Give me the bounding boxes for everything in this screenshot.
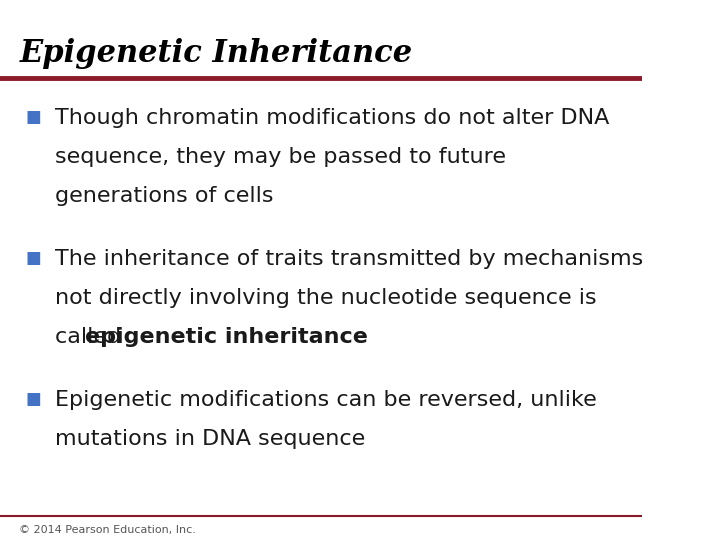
Text: ■: ■: [26, 249, 42, 267]
Text: ■: ■: [26, 108, 42, 126]
Text: not directly involving the nucleotide sequence is: not directly involving the nucleotide se…: [55, 288, 596, 308]
Text: sequence, they may be passed to future: sequence, they may be passed to future: [55, 147, 505, 167]
Text: ■: ■: [26, 390, 42, 408]
Text: Epigenetic Inheritance: Epigenetic Inheritance: [19, 38, 413, 69]
Text: © 2014 Pearson Education, Inc.: © 2014 Pearson Education, Inc.: [19, 524, 196, 535]
Text: Though chromatin modifications do not alter DNA: Though chromatin modifications do not al…: [55, 108, 609, 128]
Text: mutations in DNA sequence: mutations in DNA sequence: [55, 429, 365, 449]
Text: generations of cells: generations of cells: [55, 186, 273, 206]
Text: called: called: [55, 327, 128, 347]
Text: epigenetic inheritance: epigenetic inheritance: [85, 327, 368, 347]
Text: The inheritance of traits transmitted by mechanisms: The inheritance of traits transmitted by…: [55, 249, 643, 269]
Text: Epigenetic modifications can be reversed, unlike: Epigenetic modifications can be reversed…: [55, 390, 596, 410]
